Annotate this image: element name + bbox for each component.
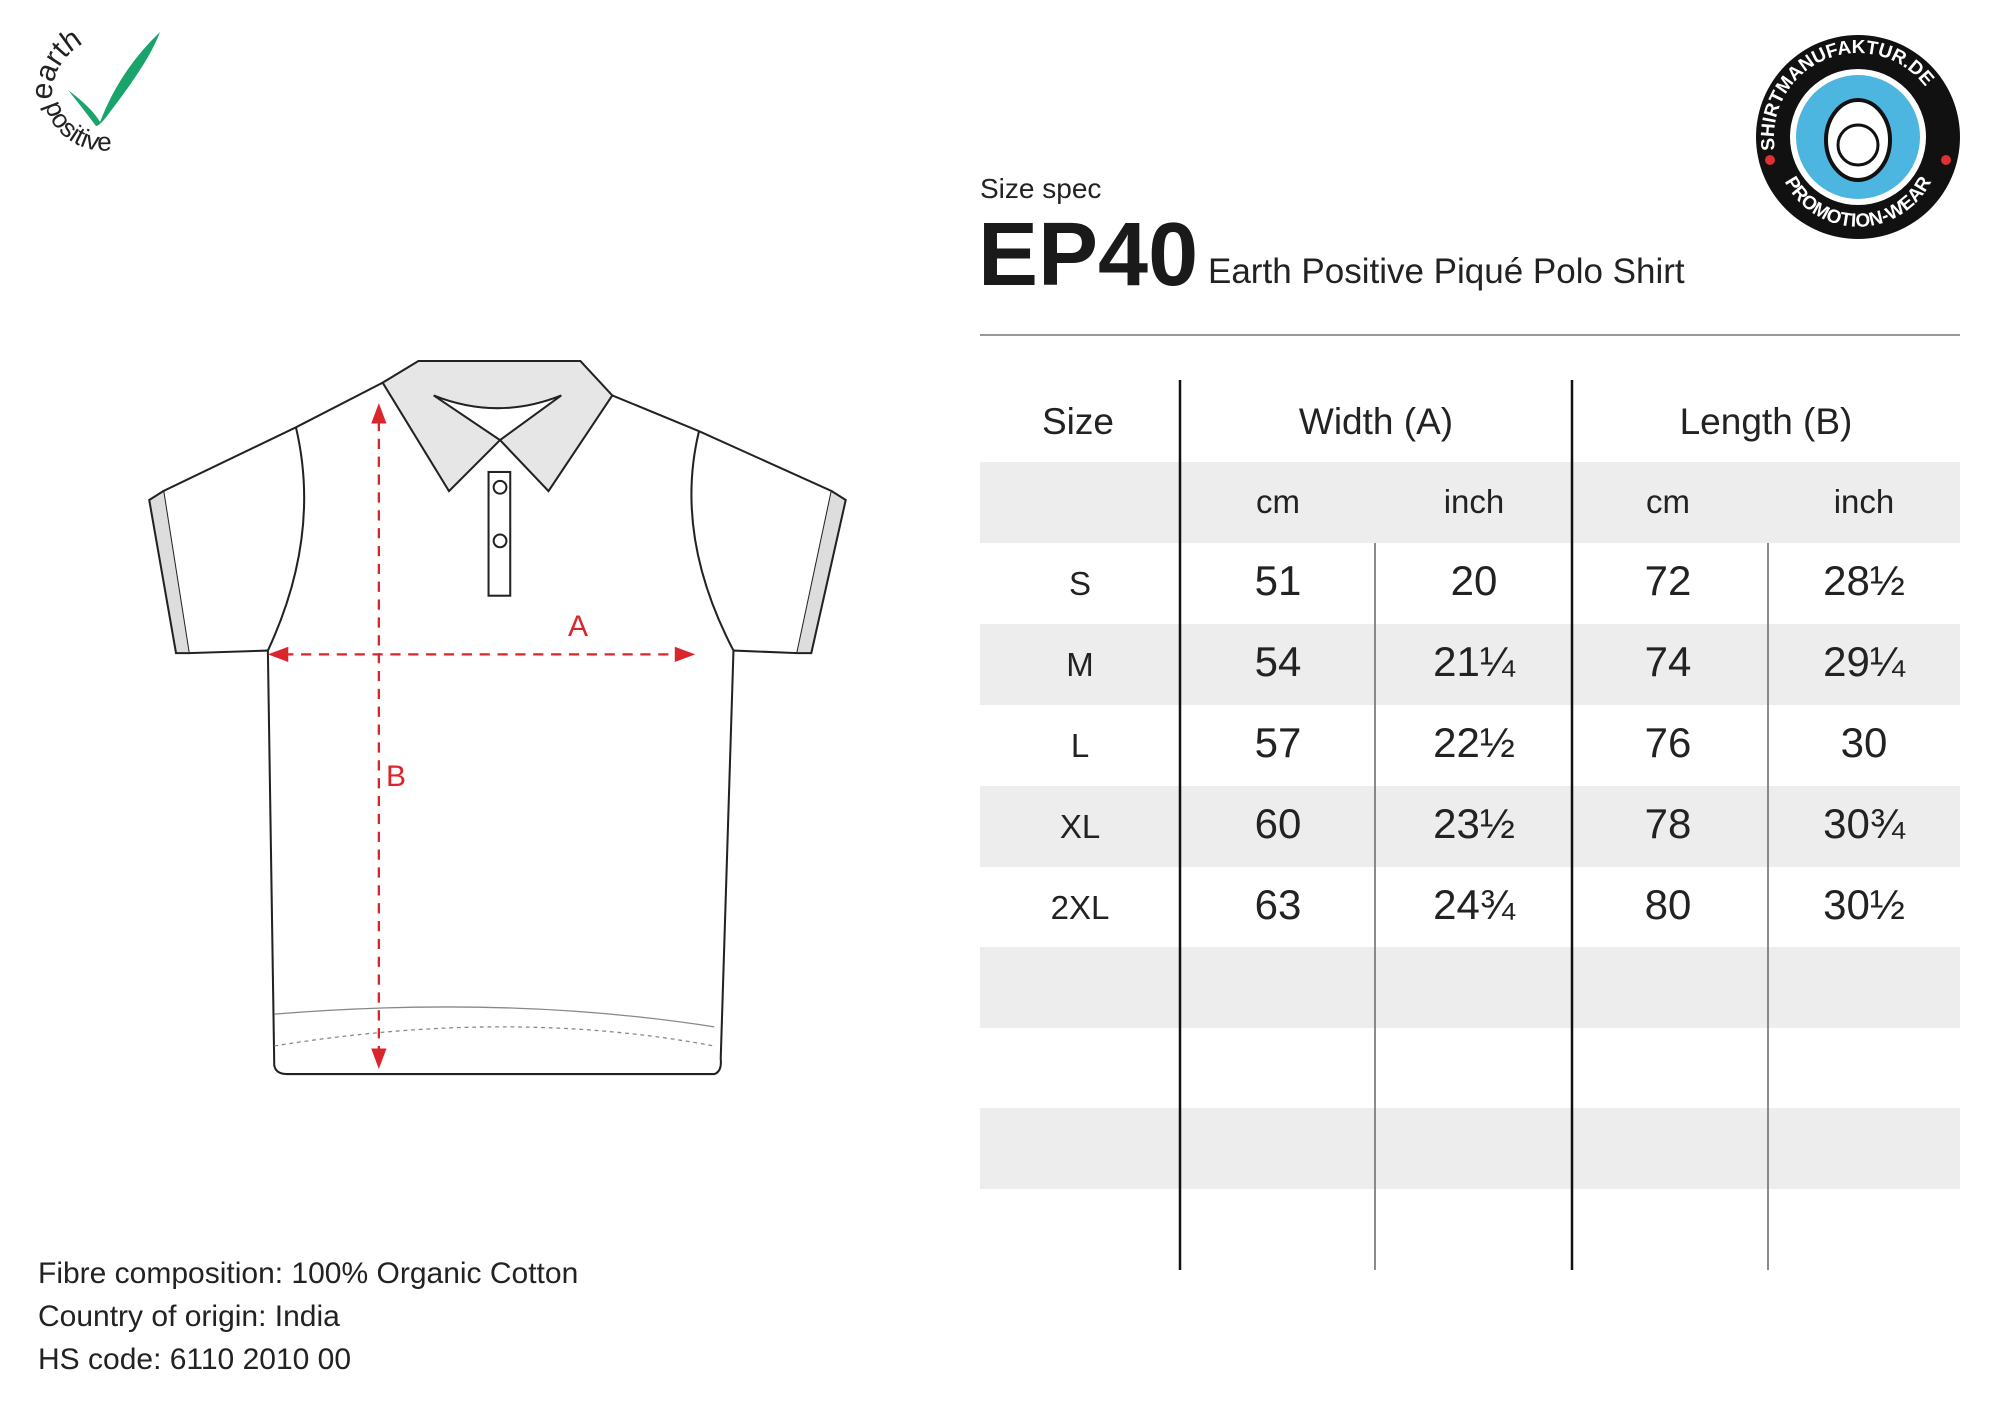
- badge-star: [1765, 155, 1775, 165]
- column-header: Width (A): [1299, 401, 1453, 442]
- details: Fibre composition: 100% Organic Cotton Co…: [38, 1257, 578, 1376]
- size-label: L: [1071, 727, 1089, 764]
- logo-text: positive: [39, 97, 112, 157]
- size-value: 30½: [1823, 881, 1905, 928]
- size-value: 63: [1255, 881, 1302, 928]
- column-header: Length (B): [1680, 401, 1853, 442]
- badge-star: [1941, 155, 1951, 165]
- size-value: 57: [1255, 719, 1302, 766]
- shirt-sleeve: [162, 381, 384, 655]
- badge-logo: SHIRTMANUFAKTUR.DE PROMOTION-WEAR: [1756, 35, 1960, 239]
- size-label: XL: [1060, 808, 1100, 845]
- armhole: [266, 427, 306, 651]
- size-value: 60: [1255, 800, 1302, 847]
- size-label: 2XL: [1051, 889, 1110, 926]
- size-value: 72: [1645, 557, 1692, 604]
- measure-lines: [267, 403, 696, 1069]
- size-value: 76: [1645, 719, 1692, 766]
- shirt-drawing: [148, 359, 847, 1076]
- size-label: M: [1066, 646, 1094, 683]
- measure-label: B: [386, 760, 406, 793]
- unit-header: inch: [1834, 483, 1895, 520]
- shirt-body: [266, 650, 735, 1076]
- detail-line: Fibre composition: 100% Organic Cotton: [38, 1257, 578, 1290]
- hem-line: [274, 1006, 715, 1028]
- row-shade: [980, 462, 1960, 543]
- detail-line: Country of origin: India: [38, 1300, 340, 1333]
- size-value: 24¾: [1433, 881, 1516, 928]
- size-value: 22½: [1433, 719, 1515, 766]
- size-value: 29¼: [1823, 638, 1906, 685]
- size-table: Size Width (A) Length (B) cm inch cm inch S 51 20…: [980, 380, 1960, 1270]
- shirt-sleeve: [611, 394, 833, 655]
- check-mark: [68, 32, 160, 126]
- measure-label: A: [568, 610, 588, 643]
- product-code: EP40: [978, 205, 1198, 305]
- size-value: 74: [1645, 638, 1692, 685]
- size-value: 28½: [1823, 557, 1905, 604]
- button: [492, 479, 508, 495]
- unit-header: inch: [1444, 483, 1505, 520]
- size-value: 51: [1255, 557, 1302, 604]
- logo-text: positive: [39, 97, 112, 157]
- logo-text: earth: [25, 22, 87, 101]
- arrowhead: [371, 403, 387, 1069]
- detail-line: HS code: 6110 2010 00: [38, 1343, 351, 1376]
- unit-header: cm: [1256, 483, 1300, 520]
- shirt-cuff: [148, 490, 189, 655]
- armhole: [690, 430, 735, 652]
- size-value: 23½: [1433, 800, 1515, 847]
- badge-face: [1836, 123, 1880, 167]
- row-shade: [980, 947, 1960, 1028]
- size-label: S: [1069, 565, 1091, 602]
- row-shade: [980, 786, 1960, 867]
- size-value: 54: [1255, 638, 1302, 685]
- size-value: 80: [1645, 881, 1692, 928]
- header-label: Size spec: [980, 173, 1101, 204]
- hem-line: [274, 1026, 715, 1047]
- unit-header: cm: [1646, 483, 1690, 520]
- earth-positive-logo: earth positive: [25, 22, 160, 157]
- size-value: 30: [1841, 719, 1888, 766]
- row-shade: [980, 624, 1960, 705]
- shirt-cuff: [797, 490, 847, 655]
- product-name: Earth Positive Piqué Polo Shirt: [1208, 252, 1685, 291]
- size-value: 78: [1645, 800, 1692, 847]
- column-header: Size: [1042, 401, 1114, 442]
- size-value: 30¾: [1823, 800, 1906, 847]
- size-value: 21¼: [1433, 638, 1516, 685]
- collar-inner: [433, 394, 562, 442]
- logo-text: earth: [25, 22, 87, 101]
- button: [492, 533, 508, 549]
- size-value: 20: [1451, 557, 1498, 604]
- row-shade: [980, 1108, 1960, 1189]
